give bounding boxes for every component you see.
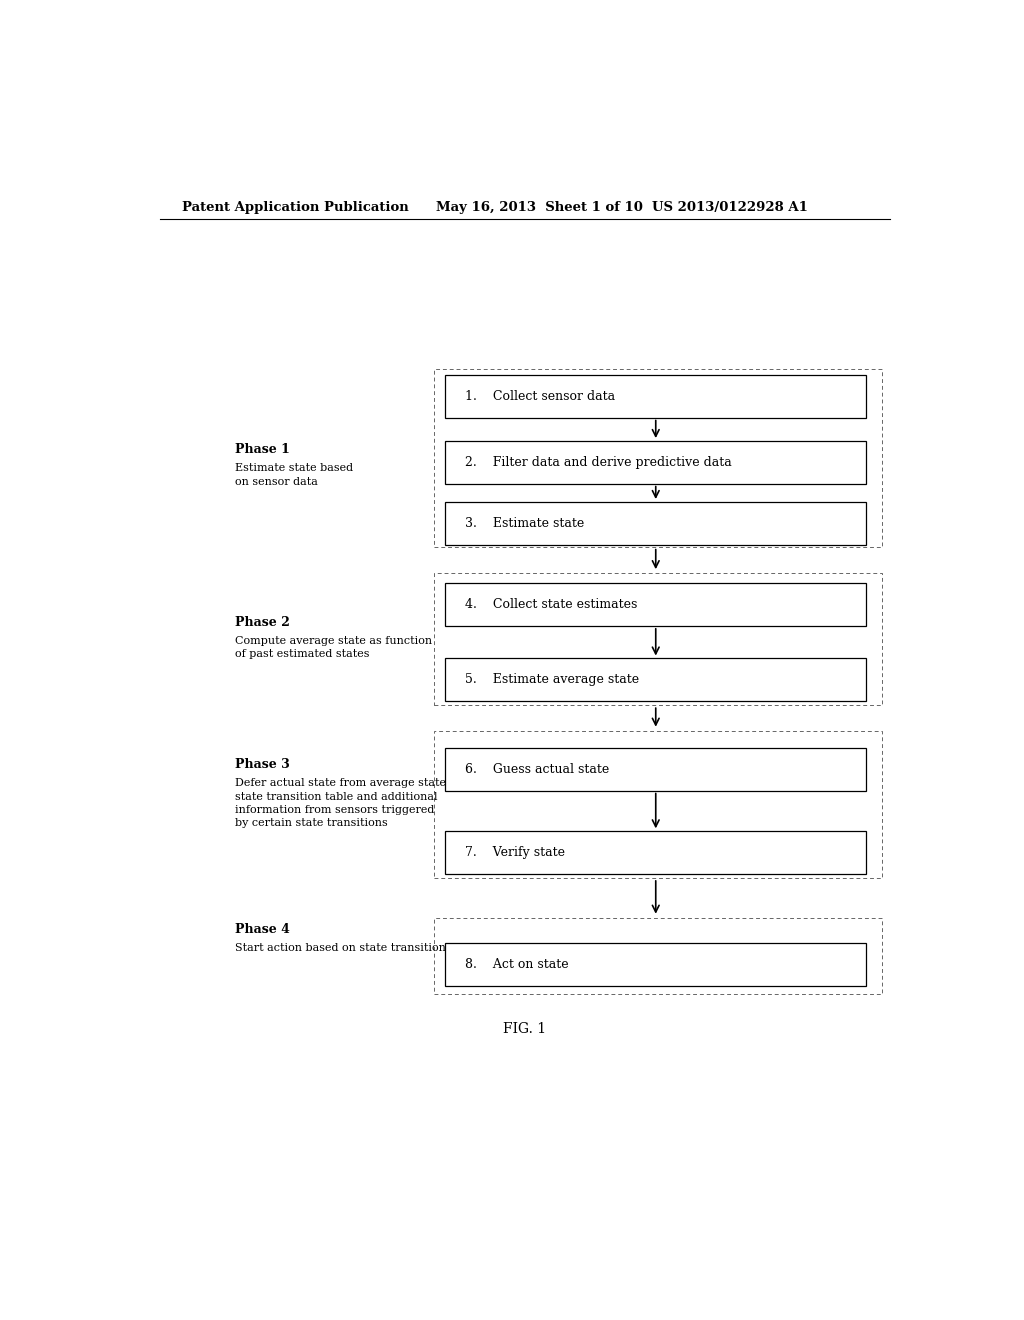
FancyBboxPatch shape	[445, 441, 866, 483]
FancyBboxPatch shape	[445, 583, 866, 626]
FancyBboxPatch shape	[445, 659, 866, 701]
Text: Defer actual state from average state,
state transition table and additional
inf: Defer actual state from average state, s…	[236, 779, 450, 828]
Text: Compute average state as function
of past estimated states: Compute average state as function of pas…	[236, 636, 432, 659]
FancyBboxPatch shape	[445, 375, 866, 417]
Text: Start action based on state transition: Start action based on state transition	[236, 942, 446, 953]
FancyBboxPatch shape	[433, 731, 882, 878]
Text: Phase 1: Phase 1	[236, 444, 290, 455]
FancyBboxPatch shape	[445, 748, 866, 791]
Text: Estimate state based
on sensor data: Estimate state based on sensor data	[236, 463, 353, 487]
FancyBboxPatch shape	[433, 917, 882, 994]
FancyBboxPatch shape	[445, 942, 866, 986]
FancyBboxPatch shape	[433, 368, 882, 546]
Text: Phase 2: Phase 2	[236, 615, 290, 628]
Text: 7.    Verify state: 7. Verify state	[465, 846, 565, 859]
Text: Phase 3: Phase 3	[236, 758, 290, 771]
Text: US 2013/0122928 A1: US 2013/0122928 A1	[652, 201, 808, 214]
Text: 8.    Act on state: 8. Act on state	[465, 958, 569, 972]
Text: 6.    Guess actual state: 6. Guess actual state	[465, 763, 609, 776]
Text: Patent Application Publication: Patent Application Publication	[182, 201, 409, 214]
Text: 5.    Estimate average state: 5. Estimate average state	[465, 673, 639, 686]
Text: FIG. 1: FIG. 1	[503, 1023, 547, 1036]
Text: 4.    Collect state estimates: 4. Collect state estimates	[465, 598, 638, 611]
FancyBboxPatch shape	[445, 832, 866, 874]
FancyBboxPatch shape	[445, 502, 866, 545]
Text: 3.    Estimate state: 3. Estimate state	[465, 517, 585, 529]
FancyBboxPatch shape	[433, 573, 882, 705]
Text: 2.    Filter data and derive predictive data: 2. Filter data and derive predictive dat…	[465, 455, 732, 469]
Text: 1.    Collect sensor data: 1. Collect sensor data	[465, 389, 615, 403]
Text: May 16, 2013  Sheet 1 of 10: May 16, 2013 Sheet 1 of 10	[436, 201, 643, 214]
Text: Phase 4: Phase 4	[236, 923, 290, 936]
